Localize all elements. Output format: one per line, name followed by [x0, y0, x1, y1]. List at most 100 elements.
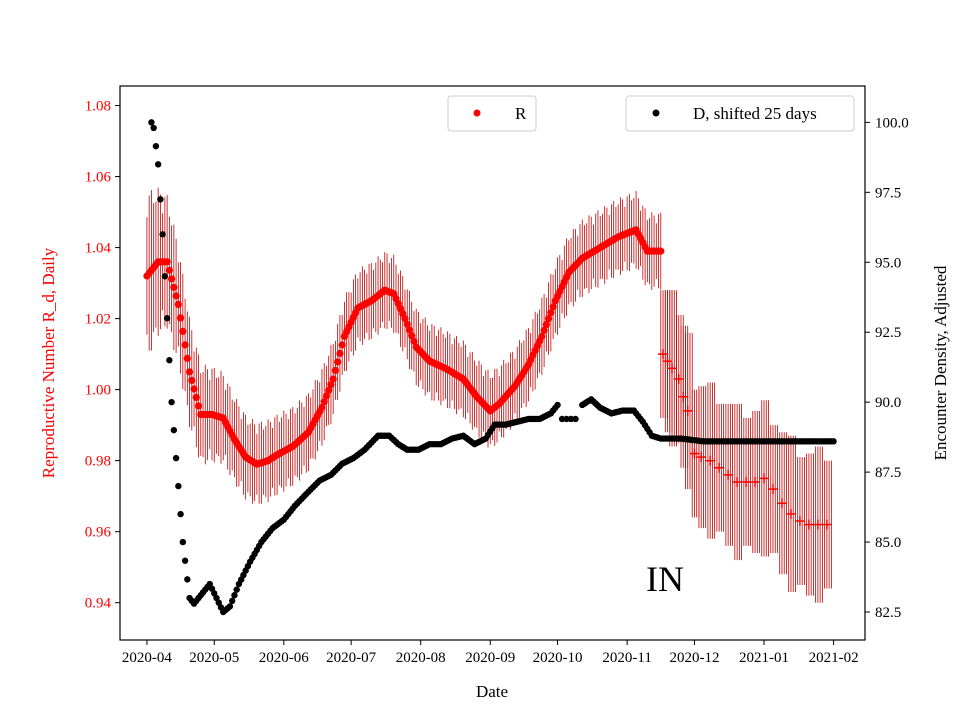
r-point	[179, 327, 187, 335]
x-tick-label: 2020-07	[326, 650, 376, 666]
legend-r: R	[447, 95, 537, 132]
x-tick-label: 2020-04	[122, 650, 172, 666]
d-point	[181, 557, 189, 564]
r-point	[408, 332, 416, 340]
r-point	[168, 275, 176, 283]
left-tick-label: 0.96	[85, 525, 112, 541]
x-tick-label: 2020-10	[533, 650, 583, 666]
x-tick-label: 2020-12	[669, 650, 719, 666]
left-axis-ticks: 0.94 0.96 0.98 1.00 1.02 1.04 1.06 1.08	[85, 99, 120, 612]
legend-d: D, shifted 25 days	[625, 95, 855, 132]
d-point	[554, 401, 561, 409]
d-point	[168, 398, 175, 406]
r-point	[192, 393, 200, 402]
r-point	[403, 320, 411, 328]
d-point	[172, 454, 180, 462]
r-point	[172, 292, 180, 300]
plot-frame	[119, 85, 866, 641]
right-tick-label: 97.5	[875, 185, 901, 201]
d-point	[179, 538, 187, 546]
r-point	[170, 283, 178, 291]
r-point	[540, 326, 548, 335]
right-axis-label: Encounter Density, Adjusted	[931, 265, 950, 460]
left-tick-label: 0.94	[85, 596, 112, 612]
right-tick-label: 82.5	[875, 605, 901, 621]
d-point	[184, 576, 191, 583]
r-point	[185, 368, 194, 376]
legend-r-box	[447, 95, 537, 132]
r-point	[405, 326, 414, 334]
r-point	[165, 266, 173, 274]
state-label: IN	[646, 559, 684, 599]
d-point	[166, 357, 173, 364]
r-point	[174, 300, 182, 309]
right-tick-label: 92.5	[875, 325, 901, 341]
legend-d-label: D, shifted 25 days	[693, 104, 817, 123]
d-point	[226, 603, 234, 610]
right-tick-label: 87.5	[875, 465, 901, 481]
r-point	[176, 314, 185, 322]
x-tick-label: 2020-06	[259, 650, 309, 666]
r-point	[163, 258, 171, 266]
r-point	[549, 303, 557, 311]
left-tick-label: 1.02	[85, 312, 111, 328]
d-point	[567, 415, 575, 423]
x-tick-label: 2020-09	[465, 650, 515, 666]
d-point	[558, 415, 566, 423]
r-point	[538, 332, 546, 340]
r-point	[190, 385, 198, 393]
d-point	[148, 119, 155, 126]
r-point	[329, 375, 337, 383]
d-point	[231, 592, 238, 599]
r-point	[542, 320, 550, 329]
r-point	[657, 247, 665, 255]
left-tick-label: 1.04	[85, 241, 112, 257]
r-point	[410, 337, 418, 345]
d-point	[233, 586, 240, 593]
r-point	[181, 341, 189, 349]
x-tick-label: 2021-02	[809, 650, 859, 666]
d-point	[159, 231, 166, 238]
r-series	[143, 226, 832, 530]
x-tick-label: 2020-05	[189, 650, 239, 666]
r-point	[327, 381, 335, 389]
legend-d-box	[625, 95, 855, 132]
r-point	[331, 366, 340, 375]
r-point	[188, 376, 196, 385]
d-series	[148, 119, 837, 616]
x-tick-label: 2020-08	[396, 650, 446, 666]
left-tick-label: 1.00	[85, 383, 111, 399]
r-point	[320, 398, 328, 406]
d-point	[572, 415, 579, 423]
x-tick-label: 2020-11	[602, 650, 651, 666]
r-point	[544, 315, 553, 323]
d-point	[150, 124, 157, 132]
right-tick-label: 100.0	[875, 115, 909, 131]
legend-r-label: R	[515, 104, 527, 123]
d-point	[830, 438, 837, 445]
r-point	[318, 403, 326, 411]
x-axis-label: Date	[476, 682, 508, 701]
r-point	[322, 392, 331, 400]
r-point	[336, 349, 344, 358]
right-axis-ticks: 82.5 85.0 87.5 90.0 92.5 95.0 97.5 100.0	[865, 115, 909, 621]
legend-d-marker	[652, 109, 660, 117]
d-point	[152, 142, 160, 150]
d-point	[177, 510, 184, 518]
r-point	[338, 341, 346, 349]
right-tick-label: 90.0	[875, 395, 901, 411]
d-point	[170, 426, 178, 434]
d-point	[157, 196, 164, 203]
d-point	[161, 273, 169, 280]
left-axis-label: Reproductive Number R_d, Daily	[39, 247, 58, 478]
x-tick-label: 2021-01	[739, 650, 789, 666]
right-tick-label: 85.0	[875, 535, 901, 551]
r-point	[547, 309, 555, 317]
x-axis-ticks: 2020-04 2020-05 2020-06 2020-07 2020-08 2020-…	[122, 640, 859, 666]
d-point	[228, 597, 236, 605]
d-point	[563, 415, 570, 423]
r-point	[334, 358, 342, 366]
left-tick-label: 1.06	[85, 170, 112, 186]
legend-r-marker	[473, 109, 481, 117]
